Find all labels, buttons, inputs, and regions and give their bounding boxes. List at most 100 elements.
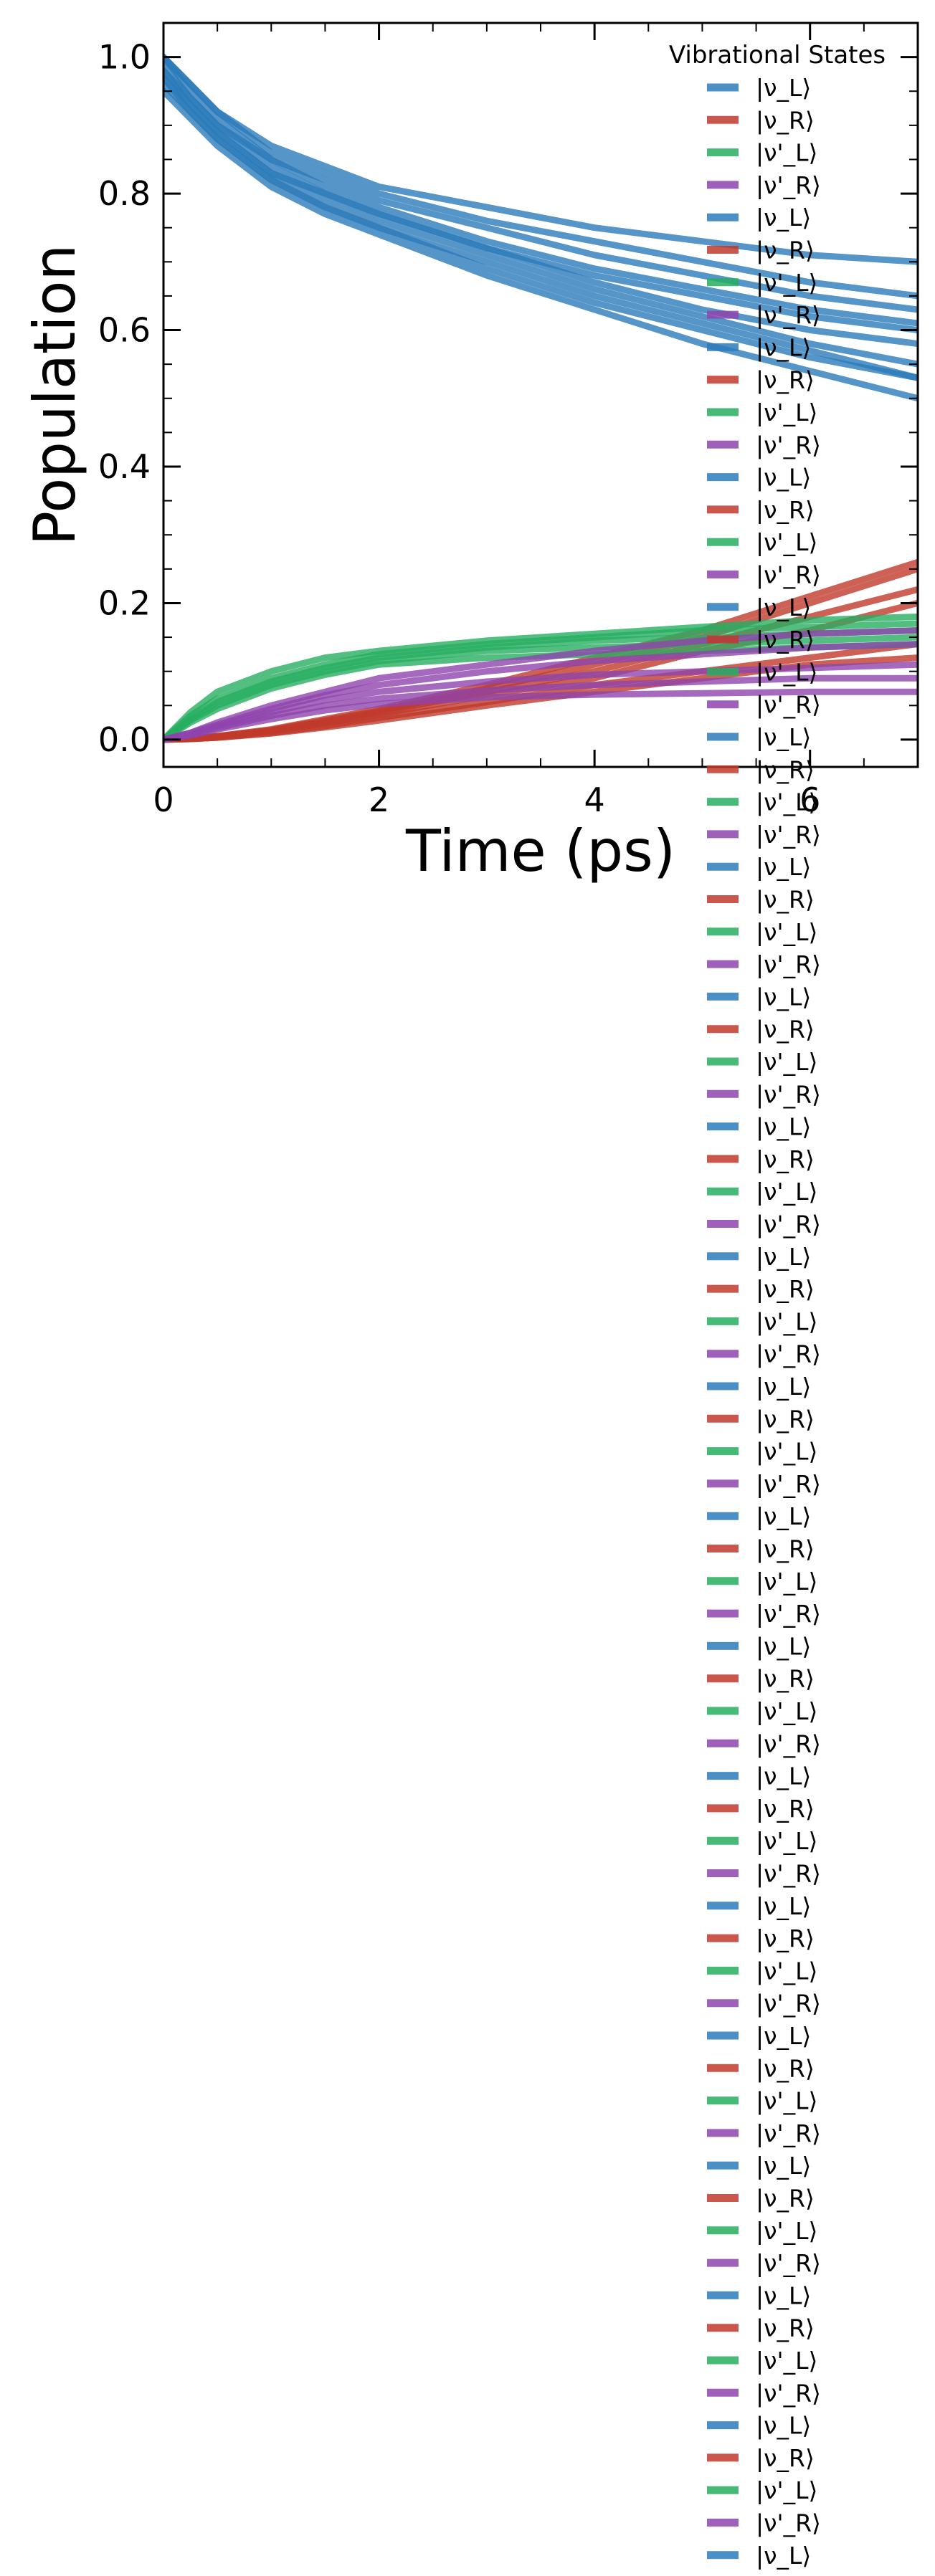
legend-label: |ν'_L⟩ (756, 918, 817, 946)
legend-entry-l: |ν_L⟩ (707, 2542, 811, 2570)
legend-entry-r: |ν_R⟩ (707, 496, 815, 524)
legend-entry-l: |ν'_L⟩ (707, 528, 817, 556)
legend-label: |ν_R⟩ (756, 2444, 815, 2472)
legend-label: |ν'_L⟩ (756, 1957, 817, 1985)
legend-label: |ν_L⟩ (756, 2281, 811, 2309)
legend-entry-l: |ν'_L⟩ (707, 1697, 817, 1725)
legend-label: |ν_L⟩ (756, 333, 811, 361)
legend-entry-l: |ν'_L⟩ (707, 918, 817, 946)
legend-label: |ν'_R⟩ (756, 1080, 821, 1108)
legend-label: |ν'_R⟩ (756, 431, 821, 459)
legend-label: |ν'_L⟩ (756, 139, 817, 167)
legend-entry-r: |ν_R⟩ (707, 1795, 815, 1823)
legend-label: |ν_R⟩ (756, 626, 815, 654)
legend-entry-l: |ν_L⟩ (707, 1762, 811, 1790)
legend-label: |ν_L⟩ (756, 1113, 811, 1141)
legend-entry-l: |ν'_L⟩ (707, 269, 817, 297)
legend-entry-l: |ν_L⟩ (707, 464, 811, 492)
legend: Vibrational States |ν_L⟩ |ν_R⟩ |ν'_L⟩ |ν'_R⟩… (669, 41, 886, 2576)
legend-label: |ν_L⟩ (756, 464, 811, 492)
legend-label: |ν_R⟩ (756, 1405, 815, 1433)
legend-label: |ν_L⟩ (756, 204, 811, 232)
legend-label: |ν_R⟩ (756, 2574, 815, 2576)
series-line-3-1 (163, 614, 918, 743)
legend-label: |ν_L⟩ (756, 723, 811, 751)
legend-entry-r: |ν_R⟩ (707, 1145, 815, 1173)
legend-label: |ν_R⟩ (756, 755, 815, 783)
legend-entry-l: |ν'_L⟩ (707, 1568, 817, 1595)
legend-label: |ν_L⟩ (756, 2542, 811, 2570)
legend-label: |ν_R⟩ (756, 2185, 815, 2213)
legend-label: |ν_L⟩ (756, 74, 811, 102)
legend-entry-r: |ν_R⟩ (707, 1275, 815, 1303)
y-tick-label: 0.0 (98, 720, 151, 759)
ticks-layer: 0 2 4 6 0.0 0.2 0.4 0.6 0.8 1.0 (98, 23, 918, 819)
legend-label: |ν'_L⟩ (756, 2347, 817, 2375)
x-tick-label: 6 (799, 781, 820, 819)
legend-label: |ν_R⟩ (756, 1016, 815, 1044)
legend-label: |ν_L⟩ (756, 853, 811, 881)
legend-label: |ν'_R⟩ (756, 1211, 821, 1239)
series-layer (163, 54, 918, 743)
legend-entry-r: |ν_R⟩ (707, 2444, 815, 2472)
legend-label: |ν'_R⟩ (756, 950, 821, 978)
legend-label: |ν_R⟩ (756, 1275, 815, 1303)
legend-entry-l: |ν'_L⟩ (707, 1827, 817, 1855)
legend-entry-l: |ν_L⟩ (707, 1892, 811, 1920)
y-tick-label: 0.8 (98, 174, 151, 213)
legend-label: |ν_R⟩ (756, 2054, 815, 2082)
legend-label: |ν'_L⟩ (756, 788, 817, 816)
legend-entry-l: |ν_L⟩ (707, 723, 811, 751)
y-tick-label: 0.2 (98, 583, 151, 622)
legend-entry-r: |ν'_R⟩ (707, 691, 821, 719)
legend-label: |ν_L⟩ (756, 2412, 811, 2440)
series-line-4-5 (163, 688, 918, 743)
legend-entry-l: |ν_L⟩ (707, 2022, 811, 2050)
legend-label: |ν_L⟩ (756, 983, 811, 1011)
legend-label: |ν'_L⟩ (756, 658, 817, 686)
legend-entry-r: |ν'_R⟩ (707, 171, 821, 199)
legend-label: |ν'_R⟩ (756, 691, 821, 719)
legend-label: |ν'_R⟩ (756, 1600, 821, 1628)
legend-entry-r: |ν_R⟩ (707, 1405, 815, 1433)
y-tick-label: 0.6 (98, 311, 151, 350)
series-line-1-4 (163, 74, 918, 368)
y-tick-label: 1.0 (98, 38, 151, 77)
legend-entry-l: |ν'_L⟩ (707, 139, 817, 167)
legend-label: |ν'_R⟩ (756, 301, 821, 329)
legend-entry-l: |ν'_L⟩ (707, 788, 817, 816)
legend-label: |ν_L⟩ (756, 2152, 811, 2180)
legend-entry-r: |ν'_R⟩ (707, 821, 821, 849)
legend-label: |ν'_R⟩ (756, 1860, 821, 1888)
legend-entry-r: |ν_R⟩ (707, 366, 815, 394)
legend-label: |ν_R⟩ (756, 106, 815, 134)
legend-label: |ν'_R⟩ (756, 2509, 821, 2537)
legend-entry-r: |ν'_R⟩ (707, 1600, 821, 1628)
legend-entry-r: |ν'_R⟩ (707, 1340, 821, 1368)
legend-entry-r: |ν_R⟩ (707, 2185, 815, 2213)
legend-label: |ν'_L⟩ (756, 2087, 817, 2115)
legend-label: |ν'_L⟩ (756, 1568, 817, 1595)
series-line-1-10 (163, 74, 918, 381)
legend-entry-r: |ν'_R⟩ (707, 1080, 821, 1108)
legend-label: |ν_L⟩ (756, 1762, 811, 1790)
legend-label: |ν'_R⟩ (756, 1990, 821, 2018)
legend-entry-l: |ν_L⟩ (707, 1113, 811, 1141)
legend-entry-l: |ν_L⟩ (707, 333, 811, 361)
legend-entry-r: |ν'_R⟩ (707, 2379, 821, 2407)
legend-label: |ν_L⟩ (756, 593, 811, 621)
legend-title: Vibrational States (669, 41, 886, 70)
legend-label: |ν_R⟩ (756, 366, 815, 394)
legend-label: |ν_R⟩ (756, 1795, 815, 1823)
legend-entry-l: |ν'_L⟩ (707, 2087, 817, 2115)
legend-label: |ν_L⟩ (756, 1243, 811, 1271)
legend-entry-r: |ν_R⟩ (707, 886, 815, 914)
legend-entry-r: |ν_R⟩ (707, 1924, 815, 1952)
legend-label: |ν_R⟩ (756, 1535, 815, 1563)
legend-entry-r: |ν'_R⟩ (707, 1860, 821, 1888)
legend-entry-l: |ν'_L⟩ (707, 1307, 817, 1335)
legend-entry-l: |ν'_L⟩ (707, 2347, 817, 2375)
legend-entry-l: |ν_L⟩ (707, 1632, 811, 1660)
legend-entry-l: |ν_L⟩ (707, 593, 811, 621)
